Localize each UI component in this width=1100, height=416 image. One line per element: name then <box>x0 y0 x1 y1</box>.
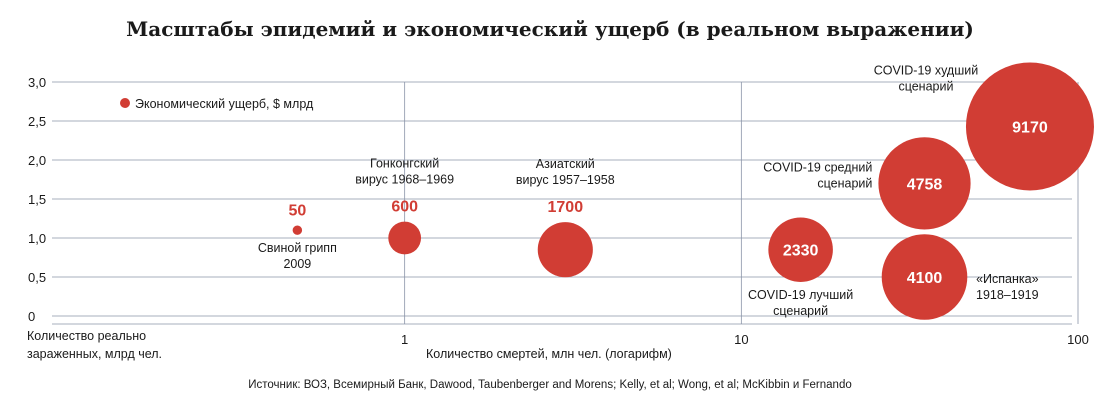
bubble <box>965 62 1094 191</box>
y-axis-label-line-2: зараженных, млрд чел. <box>27 347 162 361</box>
bubble-value-label: 1700 <box>548 199 584 216</box>
bubble-name-label: 2009 <box>283 257 311 271</box>
bubble-name-label: Гонконгский <box>370 157 439 171</box>
bubble-name-label: COVID-19 лучший <box>748 288 853 302</box>
y-axis-label-line-1: Количество реально <box>27 329 146 343</box>
bubble-name-label: Свиной грипп <box>258 241 337 255</box>
bubble-name-label: сценарий <box>898 79 953 93</box>
bubble <box>768 217 833 282</box>
bubble <box>388 221 422 255</box>
bubble <box>292 225 303 235</box>
bubble-value-label: 4100 <box>907 270 943 287</box>
bubble-name-label: вирус 1968–1969 <box>355 173 454 187</box>
y-axis-ticks: 0 0,5 1,0 1,5 2,0 2,5 3,0 <box>28 75 46 324</box>
y-tick-label: 3,0 <box>28 75 46 90</box>
x-tick-label: 100 <box>1067 332 1089 347</box>
bubble-value-label: 9170 <box>1012 119 1048 136</box>
chart-title: Масштабы эпидемий и экономический ущерб … <box>126 17 974 41</box>
bubble-name-label: 1918–1919 <box>976 288 1039 302</box>
x-tick-label: 10 <box>734 332 748 347</box>
bubble-value-label: 600 <box>391 199 418 216</box>
y-tick-label: 1,0 <box>28 231 46 246</box>
bubble-name-label: «Испанка» <box>976 272 1039 286</box>
bubble-name-label: COVID-19 средний <box>763 160 872 174</box>
bubble-value-label: 50 <box>288 202 306 219</box>
bubble-value-label: 2330 <box>783 243 819 260</box>
source-note: Источник: ВОЗ, Всемирный Банк, Dawood, T… <box>248 379 852 391</box>
x-axis-label: Количество смертей, млн чел. (логарифм) <box>426 347 672 361</box>
bubble-name-label: COVID-19 худший <box>874 63 979 77</box>
y-tick-label: 1,5 <box>28 192 46 207</box>
bubble <box>878 137 971 230</box>
bubble <box>881 234 968 320</box>
bubble-name-label: Азиатский <box>536 157 595 171</box>
y-tick-label: 2,0 <box>28 153 46 168</box>
x-tick-label: 1 <box>401 332 408 347</box>
bubbles <box>292 62 1094 320</box>
bubble-name-label: вирус 1957–1958 <box>516 173 615 187</box>
y-tick-label: 0 <box>28 309 35 324</box>
y-tick-label: 2,5 <box>28 114 46 129</box>
bubble <box>537 222 593 278</box>
point-labels: 50 Свиной грипп 2009 600 Гонконгский вирус 19… <box>258 63 1048 318</box>
legend: Экономический ущерб, $ млрд <box>120 97 314 111</box>
legend-label: Экономический ущерб, $ млрд <box>135 97 314 111</box>
legend-marker <box>120 98 130 108</box>
bubble-value-label: 4758 <box>907 176 943 193</box>
bubble-name-label: сценарий <box>773 304 828 318</box>
x-axis-ticks: 1 10 100 <box>401 332 1089 347</box>
bubble-name-label: сценарий <box>817 176 872 190</box>
y-tick-label: 0,5 <box>28 270 46 285</box>
